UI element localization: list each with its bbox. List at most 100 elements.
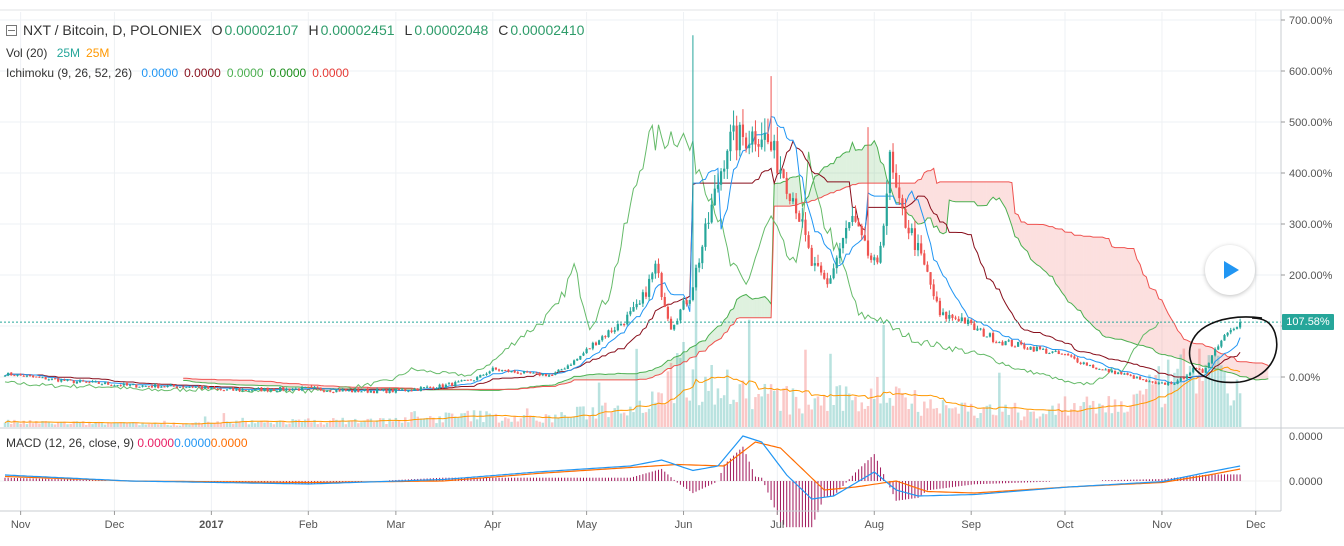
volume-bar: [517, 421, 520, 427]
volume-bar: [767, 394, 770, 427]
volume-bar: [876, 377, 879, 427]
candle-body: [1058, 351, 1060, 354]
legend-value: 0.0000: [174, 436, 211, 450]
candle-body: [648, 279, 650, 297]
last-price-tag: 107.58%: [1282, 314, 1334, 330]
volume-bar: [1220, 365, 1223, 427]
volume-bar: [782, 388, 785, 427]
cloud-segment-bear: [956, 182, 959, 202]
y-tick-label: 500.00%: [1289, 117, 1333, 129]
cloud-segment-bear: [268, 381, 271, 385]
candle-body: [773, 141, 775, 150]
candle-body: [554, 372, 556, 374]
volume-bar: [1233, 400, 1236, 427]
candle-body: [320, 388, 322, 390]
cloud-segment-bull: [649, 370, 652, 378]
candle-body: [492, 368, 494, 371]
volume-bar: [1064, 396, 1067, 427]
volume-bar: [91, 424, 94, 427]
cloud-segment-bear: [249, 380, 252, 385]
cloud-segment-bear: [1171, 319, 1174, 357]
volume-bar: [1201, 381, 1204, 427]
volume-bar: [10, 424, 13, 427]
volume-bar: [451, 414, 454, 427]
candle-body: [817, 263, 819, 266]
volume-bar: [832, 405, 835, 427]
candle-body: [145, 386, 147, 387]
candle-body: [1064, 354, 1066, 355]
volume-bar: [401, 423, 404, 427]
volume-bar: [1123, 413, 1126, 427]
x-tick-label: Apr: [484, 519, 501, 531]
volume-bar: [745, 398, 748, 427]
candle-body: [1148, 381, 1150, 382]
candle-body: [1095, 368, 1097, 370]
cloud-segment-bull: [743, 294, 746, 317]
candle-body: [964, 317, 966, 323]
candle-body: [548, 375, 550, 376]
candle-body: [861, 226, 863, 235]
candle-body: [1023, 344, 1025, 348]
candle-body: [845, 228, 847, 238]
volume-bar: [998, 373, 1001, 427]
candle-body: [113, 385, 115, 386]
candle-body: [129, 385, 131, 386]
volume-bar: [1164, 404, 1167, 427]
candle-body: [748, 145, 750, 148]
candle-body: [104, 383, 106, 384]
candle-body: [892, 152, 894, 173]
macd-legend[interactable]: MACD (12, 26, close, 9) 0.00000.00000.00…: [6, 436, 248, 450]
candle-body: [248, 391, 250, 392]
cloud-segment-bear: [1265, 364, 1268, 379]
candle-body: [301, 387, 303, 391]
candle-body: [1076, 358, 1078, 362]
volume-bar: [526, 408, 529, 427]
volume-bar: [698, 405, 701, 427]
candle-body: [217, 389, 219, 390]
cloud-segment-bear: [1046, 225, 1049, 275]
candle-body: [707, 223, 709, 224]
candle-body: [767, 134, 769, 142]
candle-body: [1042, 349, 1044, 350]
volume-bar: [948, 408, 951, 427]
volume-bar: [323, 425, 326, 427]
volume-bar: [316, 424, 319, 427]
candle-body: [1017, 342, 1019, 347]
candle-body: [1155, 382, 1157, 383]
play-button[interactable]: [1205, 245, 1255, 295]
candle-body: [226, 389, 228, 390]
candle-body: [1205, 368, 1207, 373]
volume-bar: [626, 415, 629, 427]
candle-body: [820, 266, 822, 273]
candle-body: [479, 375, 481, 378]
volume-bar: [757, 394, 760, 427]
candle-body: [110, 385, 112, 386]
candle-body: [151, 386, 153, 387]
candle-body: [698, 263, 700, 268]
cloud-segment-bull: [871, 141, 874, 183]
candle-body: [23, 376, 25, 377]
cloud-segment-bull: [774, 183, 777, 206]
candle-body: [529, 372, 531, 373]
candle-body: [779, 170, 781, 174]
y-tick-label: 200.00%: [1289, 270, 1333, 282]
cloud-segment-bull: [827, 164, 830, 195]
candle-body: [54, 378, 56, 379]
legend-value: 0.0000: [270, 66, 307, 80]
volume-bar: [176, 426, 179, 427]
legend-value: 0.0000: [184, 66, 221, 80]
macd-tick-label: 0.0000: [1289, 476, 1323, 488]
candle-body: [60, 380, 62, 382]
volume-bar: [648, 409, 651, 427]
candle-body: [304, 387, 306, 388]
volume-bar: [692, 369, 695, 427]
cloud-segment-bull: [699, 341, 702, 351]
collapse-icon[interactable]: [6, 25, 17, 36]
candle-body: [417, 389, 419, 391]
candle-body: [564, 369, 566, 370]
candle-body: [626, 315, 628, 325]
